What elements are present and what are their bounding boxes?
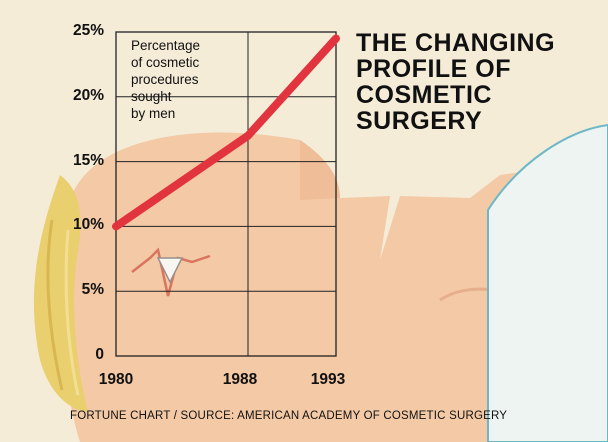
source-credit: FORTUNE CHART / SOURCE: AMERICAN ACADEMY… bbox=[70, 410, 508, 422]
hair-illustration bbox=[33, 175, 88, 412]
plot-frame bbox=[115, 31, 337, 357]
chart-annotation: Percentage of cosmetic procedures sought… bbox=[131, 38, 201, 121]
x-tick-label: 1988 bbox=[222, 371, 258, 388]
chart-title: THE CHANGING PROFILE OF COSMETIC SURGERY bbox=[356, 29, 556, 135]
y-tick-label: 20% bbox=[72, 86, 104, 104]
x-tick-label: 1980 bbox=[98, 371, 134, 388]
x-tick-label: 1993 bbox=[310, 371, 346, 388]
gown-illustration bbox=[487, 123, 608, 442]
y-tick-label: 10% bbox=[72, 216, 104, 234]
eye-illustration bbox=[131, 247, 211, 297]
y-tick-label: 5% bbox=[81, 281, 104, 299]
y-tick-label: 25% bbox=[72, 22, 104, 39]
series-line bbox=[112, 34, 340, 231]
y-tick-label: 15% bbox=[72, 151, 104, 169]
y-tick-label: 0 bbox=[95, 346, 104, 363]
